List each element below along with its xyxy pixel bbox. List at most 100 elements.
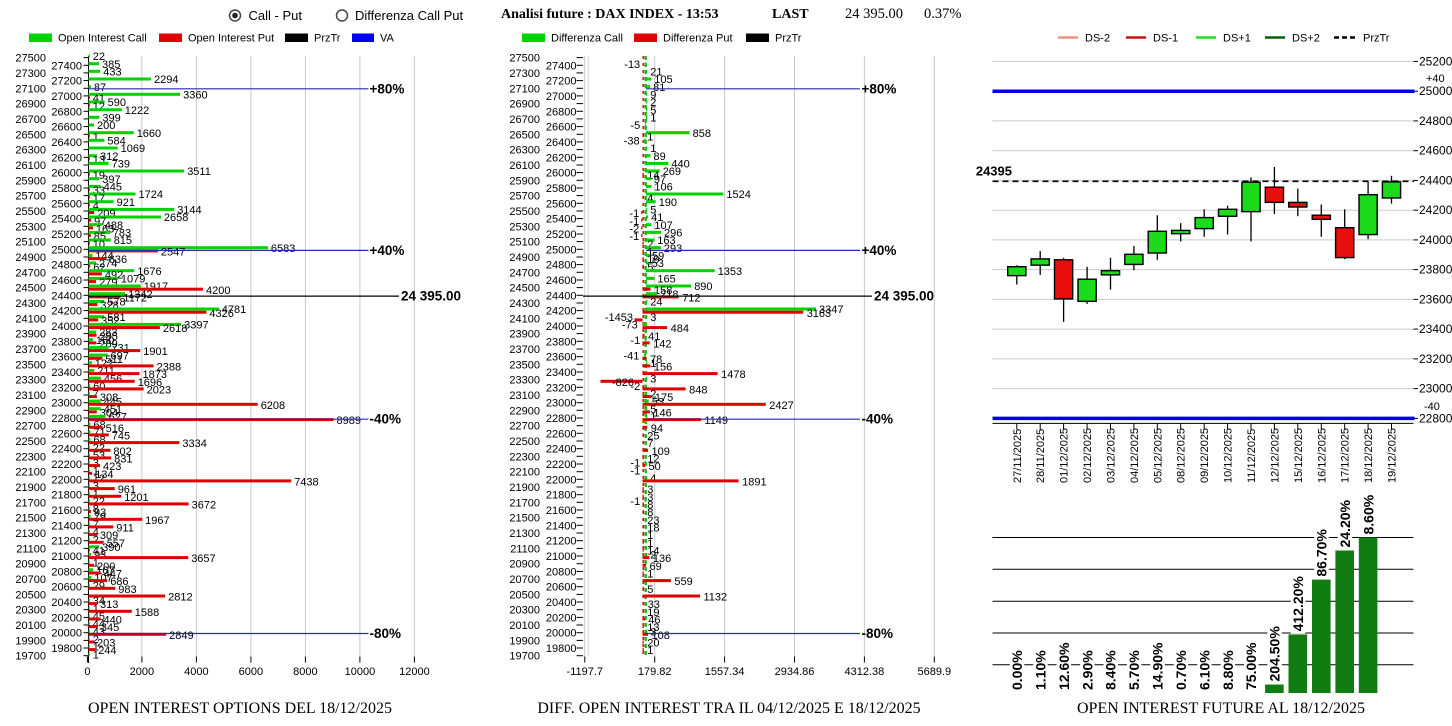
svg-text:24200: 24200 bbox=[51, 306, 82, 318]
svg-text:23900: 23900 bbox=[509, 329, 540, 341]
svg-text:390: 390 bbox=[102, 542, 120, 554]
svg-text:21700: 21700 bbox=[509, 497, 540, 509]
svg-text:25300: 25300 bbox=[15, 221, 46, 233]
svg-text:22300: 22300 bbox=[509, 451, 540, 463]
svg-text:22900: 22900 bbox=[15, 405, 46, 417]
svg-text:1: 1 bbox=[647, 569, 653, 581]
svg-text:1588: 1588 bbox=[135, 607, 159, 619]
svg-text:-1: -1 bbox=[630, 335, 640, 347]
svg-text:94: 94 bbox=[651, 423, 663, 435]
svg-text:200: 200 bbox=[97, 561, 115, 573]
svg-text:167: 167 bbox=[96, 565, 114, 577]
svg-text:26100: 26100 bbox=[15, 160, 46, 172]
svg-text:1: 1 bbox=[647, 538, 653, 550]
svg-text:24100: 24100 bbox=[509, 313, 540, 325]
svg-text:1891: 1891 bbox=[742, 477, 766, 489]
svg-text:445: 445 bbox=[104, 182, 122, 194]
svg-text:8.60%: 8.60% bbox=[1360, 494, 1376, 534]
svg-text:23600: 23600 bbox=[1419, 292, 1452, 306]
svg-text:1: 1 bbox=[647, 645, 653, 657]
svg-text:+40%: +40% bbox=[370, 243, 405, 258]
svg-text:12/12/2025: 12/12/2025 bbox=[1269, 428, 1281, 483]
svg-text:0: 0 bbox=[84, 666, 90, 678]
svg-text:Open Interest Call: Open Interest Call bbox=[58, 33, 147, 45]
svg-text:745: 745 bbox=[112, 431, 130, 443]
svg-text:22400: 22400 bbox=[546, 444, 577, 456]
svg-text:14: 14 bbox=[647, 546, 659, 558]
svg-text:274: 274 bbox=[99, 258, 117, 270]
svg-text:858: 858 bbox=[693, 128, 711, 140]
svg-text:22500: 22500 bbox=[15, 436, 46, 448]
svg-text:24100: 24100 bbox=[15, 313, 46, 325]
svg-text:19700: 19700 bbox=[509, 651, 540, 663]
svg-text:26700: 26700 bbox=[509, 114, 540, 126]
svg-text:46: 46 bbox=[648, 615, 660, 627]
svg-text:581: 581 bbox=[107, 312, 125, 324]
svg-text:16/12/2025: 16/12/2025 bbox=[1316, 428, 1328, 483]
svg-text:22700: 22700 bbox=[509, 421, 540, 433]
svg-text:21600: 21600 bbox=[51, 505, 82, 517]
svg-text:802: 802 bbox=[113, 446, 131, 458]
svg-text:DS+2: DS+2 bbox=[1292, 33, 1320, 45]
svg-text:Differenza Put: Differenza Put bbox=[663, 33, 733, 45]
svg-text:24900: 24900 bbox=[509, 252, 540, 264]
svg-text:20200: 20200 bbox=[546, 612, 577, 624]
svg-text:12: 12 bbox=[647, 454, 659, 466]
svg-text:27400: 27400 bbox=[546, 60, 577, 72]
svg-text:23800: 23800 bbox=[1419, 263, 1452, 277]
svg-text:23200: 23200 bbox=[546, 382, 577, 394]
svg-text:175: 175 bbox=[655, 392, 673, 404]
svg-text:41: 41 bbox=[648, 331, 660, 343]
svg-text:1478: 1478 bbox=[721, 369, 745, 381]
svg-text:24000: 24000 bbox=[1419, 233, 1452, 247]
svg-text:21000: 21000 bbox=[546, 551, 577, 563]
svg-text:Call - Put: Call - Put bbox=[249, 8, 303, 23]
svg-text:488: 488 bbox=[105, 220, 123, 232]
svg-text:911: 911 bbox=[116, 523, 134, 535]
svg-text:59: 59 bbox=[652, 251, 664, 263]
svg-text:24600: 24600 bbox=[546, 275, 577, 287]
svg-text:22100: 22100 bbox=[509, 467, 540, 479]
svg-text:5: 5 bbox=[647, 262, 653, 274]
svg-text:697: 697 bbox=[111, 350, 129, 362]
svg-text:8: 8 bbox=[93, 504, 99, 516]
svg-text:24300: 24300 bbox=[15, 298, 46, 310]
svg-text:22400: 22400 bbox=[51, 444, 82, 456]
svg-text:25900: 25900 bbox=[509, 175, 540, 187]
svg-text:PrzTr: PrzTr bbox=[775, 33, 802, 45]
svg-text:0.70%: 0.70% bbox=[1173, 650, 1189, 690]
svg-text:26900: 26900 bbox=[509, 99, 540, 111]
svg-text:14.90%: 14.90% bbox=[1150, 642, 1166, 690]
svg-text:2000: 2000 bbox=[130, 666, 154, 678]
svg-text:21100: 21100 bbox=[510, 543, 540, 555]
svg-text:3: 3 bbox=[650, 373, 656, 385]
svg-text:1557.34: 1557.34 bbox=[705, 666, 745, 678]
svg-text:13: 13 bbox=[647, 622, 659, 634]
svg-text:25200: 25200 bbox=[51, 229, 82, 241]
svg-text:27200: 27200 bbox=[546, 76, 577, 88]
svg-text:2658: 2658 bbox=[164, 212, 188, 224]
svg-text:22000: 22000 bbox=[546, 474, 577, 486]
svg-text:590: 590 bbox=[108, 97, 126, 109]
svg-text:921: 921 bbox=[117, 197, 135, 209]
svg-text:25300: 25300 bbox=[509, 221, 540, 233]
svg-text:7: 7 bbox=[93, 519, 99, 531]
svg-text:+80%: +80% bbox=[370, 81, 405, 96]
svg-text:27300: 27300 bbox=[509, 68, 540, 80]
svg-text:2: 2 bbox=[93, 634, 99, 646]
svg-text:26400: 26400 bbox=[51, 137, 82, 149]
svg-text:25100: 25100 bbox=[509, 237, 540, 249]
svg-text:+40: +40 bbox=[1426, 73, 1445, 85]
svg-text:2618: 2618 bbox=[163, 323, 187, 335]
svg-text:244: 244 bbox=[98, 645, 116, 657]
svg-text:557: 557 bbox=[107, 538, 125, 550]
svg-text:7438: 7438 bbox=[294, 477, 318, 489]
svg-text:1: 1 bbox=[650, 143, 656, 155]
svg-text:25500: 25500 bbox=[509, 206, 540, 218]
svg-text:1524: 1524 bbox=[726, 189, 750, 201]
svg-text:26300: 26300 bbox=[15, 145, 46, 157]
svg-text:22900: 22900 bbox=[509, 405, 540, 417]
svg-text:156: 156 bbox=[654, 362, 672, 374]
svg-text:22: 22 bbox=[93, 51, 105, 63]
svg-text:25500: 25500 bbox=[15, 206, 46, 218]
